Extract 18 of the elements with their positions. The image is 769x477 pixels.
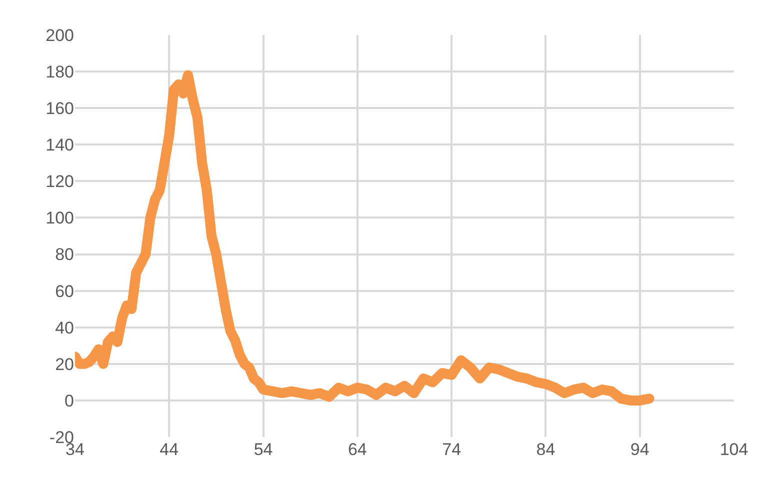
x-tick-label: 84: [536, 440, 556, 459]
y-tick-label: 80: [55, 245, 74, 264]
y-tick-label: 20: [55, 354, 74, 374]
y-tick-label: 100: [46, 208, 74, 228]
y-tick-label: 140: [46, 136, 74, 155]
x-tick-label: 104: [720, 440, 748, 459]
y-tick-label: 160: [46, 99, 74, 118]
x-tick-label: 54: [254, 440, 273, 459]
y-tick-label: 200: [46, 26, 74, 45]
y-tick-label: 180: [46, 62, 74, 82]
x-tick-label: 64: [348, 440, 367, 459]
x-tick-label: 74: [442, 440, 462, 459]
y-tick-label: 120: [46, 172, 74, 192]
x-tick-label: 94: [630, 440, 650, 459]
x-tick-label: 44: [160, 440, 179, 459]
y-tick-label: 40: [55, 318, 74, 338]
y-tick-label: 60: [55, 282, 74, 301]
y-tick-label: 0: [64, 391, 74, 410]
